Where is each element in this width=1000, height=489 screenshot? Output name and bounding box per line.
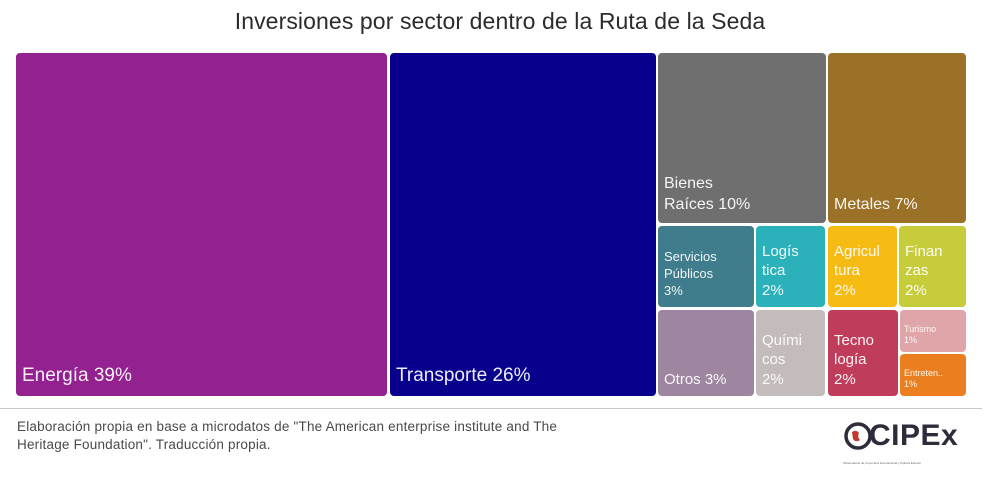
treemap-tile-label: Metales 7% [834,196,918,214]
treemap-tile-label: Transporte 26% [396,365,531,387]
treemap-tile-label: Bienes Raíces 10% [664,175,751,214]
treemap-tile-turismo: Turismo 1% [900,310,966,352]
treemap-tile-label: Turismo 1% [904,323,937,346]
treemap-tile-servicios-públicos: Servicios Públicos 3% [658,226,754,307]
treemap-tile-label: Tecno logía 2% [834,331,875,388]
treemap-tile-label: Energía 39% [22,365,132,387]
treemap-tile-label: Otros 3% [664,370,727,388]
treemap-tile-finanzas: Finan zas 2% [899,226,966,307]
treemap-tile-químicos: Quími cos 2% [756,310,825,396]
treemap-tile-bienes-raíces: Bienes Raíces 10% [658,53,826,223]
treemap-tile-label: Finan zas 2% [905,242,943,299]
treemap-tile-metales: Metales 7% [828,53,966,223]
treemap-tile-transporte: Transporte 26% [390,53,656,396]
treemap-tile-entretenimiento: Entreten.. 1% [900,354,966,396]
treemap-tile-label: Logís tica 2% [762,242,799,299]
chart-title: Inversiones por sector dentro de la Ruta… [234,8,766,34]
treemap-tile-otros: Otros 3% [658,310,754,396]
footer-divider [0,408,982,409]
globe-icon [844,422,872,450]
treemap-tile-agricultura: Agricul tura 2% [828,226,897,307]
treemap-tile-label: Agricul tura 2% [834,242,880,299]
treemap-tile-tecnología: Tecno logía 2% [828,310,898,396]
logo-subtitle: Observatorio de Coyuntura Internacional … [843,461,922,465]
cipex-logo: CIPEx Observatorio de Coyuntura Internac… [843,417,973,467]
treemap-tile-label: Entreten.. 1% [904,367,944,390]
source-note: Elaboración propia en base a microdatos … [17,419,558,452]
treemap-tile-energía: Energía 39% [16,53,387,396]
treemap-tile-logística: Logís tica 2% [756,226,825,307]
treemap-tile-label: Quími cos 2% [762,331,803,388]
treemap-tile-label: Servicios Públicos 3% [664,249,717,299]
logo-text: CIPEx [869,419,959,452]
